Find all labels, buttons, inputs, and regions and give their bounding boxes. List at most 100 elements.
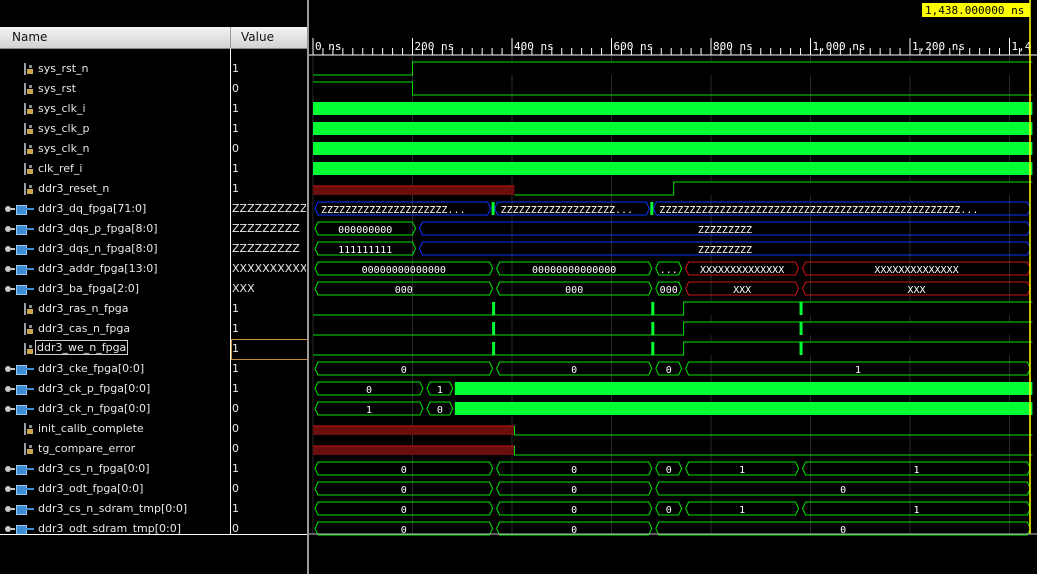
signal-row[interactable]: ddr3_cke_fpga[0:0] 1 [0,359,307,379]
signal-row[interactable]: ddr3_ba_fpga[2:0] XXX [0,279,307,299]
signal-row[interactable]: ddr3_ck_p_fpga[0:0] 1 [0,379,307,399]
signal-value: XXXXXXXXXXXX [232,262,306,275]
bus-value-label: 0 [401,505,407,516]
column-divider [230,48,231,534]
signal-row[interactable]: sys_clk_p 1 [0,119,307,139]
ruler-tick-label: 400 ns [514,40,554,53]
bus-segment [314,281,494,296]
signal-row[interactable]: ddr3_we_n_fpga 1 [0,339,308,360]
high-level-fill [683,302,1033,315]
pulse-mark [799,302,803,315]
signal-value: 1 [232,122,239,135]
signal-value: ZZZZZZZZZZZZ [232,202,306,215]
signal-value: 1 [232,162,239,175]
signal-value: 0 [232,522,239,535]
bus-signal-icon [16,383,34,395]
signal-row[interactable]: ddr3_addr_fpga[13:0] XXXXXXXXXXXX [0,259,307,279]
signal-name: ddr3_odt_sdram_tmp[0:0] [38,522,181,535]
signal-row[interactable]: tg_compare_error 0 [0,439,307,459]
column-separator[interactable] [230,27,231,48]
expand-icon[interactable] [5,366,15,372]
pulse-mark [651,322,655,335]
scalar-signal-icon [24,183,36,195]
expand-icon[interactable] [5,246,15,252]
bus-value-label: ZZZZZZZZZZZZZZZZZZZZZ... [321,205,466,216]
signal-row[interactable]: sys_clk_n 0 [0,139,307,159]
signal-row[interactable]: ddr3_ras_n_fpga 1 [0,299,307,319]
unknown-fill [313,426,515,435]
ruler-tick-label: 1,000 ns [813,40,866,53]
signal-name: ddr3_dqs_n_fpga[8:0] [38,242,158,255]
expand-icon[interactable] [5,406,15,412]
expand-icon[interactable] [5,226,15,232]
signal-row[interactable]: ddr3_ck_n_fpga[0:0] 0 [0,399,307,419]
signal-name: ddr3_we_n_fpga [34,340,129,355]
value-column-header[interactable]: Value [241,30,274,44]
bus-value-label: 1 [437,385,443,396]
signal-row[interactable]: ddr3_odt_fpga[0:0] 0 [0,479,307,499]
expand-icon[interactable] [5,386,15,392]
signal-row[interactable]: clk_ref_i 1 [0,159,307,179]
name-column-header[interactable]: Name [12,30,48,44]
expand-icon[interactable] [5,206,15,212]
signal-value: 1 [232,62,239,75]
ruler-tick-label: 0 ns [315,40,342,53]
signal-name: ddr3_cas_n_fpga [38,322,131,335]
scalar-signal-icon [24,423,36,435]
signal-name: ddr3_odt_fpga[0:0] [38,482,144,495]
bus-signal-icon [16,203,34,215]
scalar-signal-icon [24,343,36,355]
signal-row[interactable]: ddr3_cs_n_fpga[0:0] 1 [0,459,307,479]
signal-row[interactable]: ddr3_odt_sdram_tmp[0:0] 0 [0,519,307,539]
expand-icon[interactable] [5,286,15,292]
bus-value-label: 0 [571,365,577,376]
cursor-time-label-bg [922,3,1030,17]
ruler-tick-label: 600 ns [614,40,654,53]
signal-value: 0 [232,422,239,435]
signal-row[interactable]: ddr3_dq_fpga[71:0] ZZZZZZZZZZZZ [0,199,307,219]
bus-value-label: 1 [855,365,861,376]
clock-trace [454,382,1033,395]
bus-segment [494,201,650,216]
bus-segment [685,501,800,516]
pulse-mark [799,322,803,335]
bus-segment [426,401,454,416]
waveform-viewer[interactable]: 1,438.000000 ns 0 ns 200 ns 400 ns 600 ns 80… [309,0,1037,574]
expand-icon[interactable] [5,506,15,512]
expand-icon[interactable] [5,486,15,492]
bus-value-label: 1 [913,465,919,476]
expand-icon[interactable] [5,526,15,532]
bus-value-label: 1 [739,465,745,476]
signal-row[interactable]: ddr3_dqs_n_fpga[8:0] ZZZZZZZZZ [0,239,307,259]
signal-row[interactable]: sys_clk_i 1 [0,99,307,119]
pulse-mark [651,342,655,355]
signal-value: 0 [232,402,239,415]
bus-segment [496,461,653,476]
signal-row[interactable]: init_calib_complete 0 [0,419,307,439]
signal-name: tg_compare_error [38,442,136,455]
high-level-fill [683,322,1033,335]
scalar-trace [313,321,1033,336]
signal-row[interactable]: ddr3_dqs_p_fpga[8:0] ZZZZZZZZZ [0,219,307,239]
signal-row[interactable]: sys_rst 0 [0,79,307,99]
bus-value-label: 0 [571,465,577,476]
signal-value: 1 [232,182,239,195]
bus-segment [685,261,800,276]
signal-row[interactable]: ddr3_cs_n_sdram_tmp[0:0] 1 [0,499,307,519]
pane-splitter[interactable] [307,0,309,574]
scalar-signal-icon [24,103,36,115]
bus-signal-icon [16,463,34,475]
bus-segment [314,261,494,276]
bus-value-label: XXXXXXXXXXXXXX [700,265,784,276]
scalar-signal-icon [24,303,36,315]
expand-icon[interactable] [5,266,15,272]
bus-segment [685,461,800,476]
signal-row[interactable]: ddr3_cas_n_fpga 1 [0,319,307,339]
expand-icon[interactable] [5,466,15,472]
signal-row[interactable]: sys_rst_n 1 [0,59,307,79]
signal-row[interactable]: ddr3_reset_n 1 [0,179,307,199]
bus-value-label: 0 [571,505,577,516]
scalar-trace [313,81,1033,96]
time-ruler[interactable]: 0 ns 200 ns 400 ns 600 ns 800 ns 1,000 ns 1,20… [309,38,1037,56]
bus-segment [655,461,683,476]
